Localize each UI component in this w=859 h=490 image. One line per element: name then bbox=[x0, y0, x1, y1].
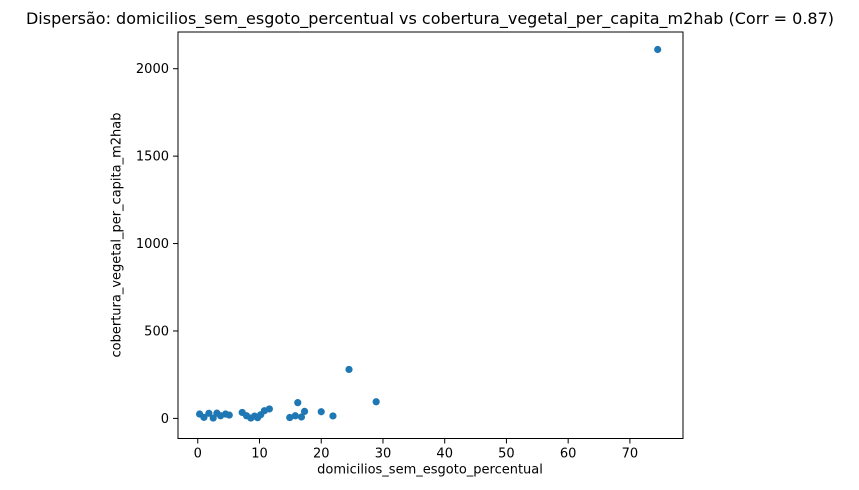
scatter-point bbox=[297, 413, 306, 421]
y-tick-label: 0 bbox=[161, 412, 169, 427]
scatter-point bbox=[200, 413, 208, 421]
scatter-point bbox=[286, 413, 294, 422]
x-tick-label: 60 bbox=[560, 447, 577, 462]
scatter-point bbox=[372, 398, 380, 406]
scatter-point bbox=[654, 45, 662, 54]
scatter-point bbox=[225, 411, 233, 419]
scatter-point bbox=[329, 412, 337, 420]
x-tick-label: 50 bbox=[498, 447, 515, 462]
x-tick-label: 10 bbox=[251, 447, 268, 462]
scatter-point bbox=[291, 412, 299, 420]
x-tick-label: 70 bbox=[622, 447, 639, 462]
x-tick-label: 20 bbox=[313, 447, 330, 462]
scatter-point bbox=[294, 399, 302, 407]
chart-title: Dispersão: domicilios_sem_esgoto_percent… bbox=[25, 9, 835, 28]
scatter-point bbox=[205, 409, 213, 417]
x-tick-label: 0 bbox=[194, 447, 202, 462]
x-tick-label: 30 bbox=[375, 447, 392, 462]
y-tick-label: 1500 bbox=[136, 150, 169, 165]
scatter-point bbox=[300, 407, 309, 415]
plot-frame bbox=[177, 31, 684, 439]
scatter-point bbox=[345, 365, 353, 374]
scatter-point bbox=[317, 408, 325, 416]
y-tick-label: 2000 bbox=[136, 62, 169, 77]
scatter-point bbox=[265, 405, 273, 413]
y-tick-label: 1000 bbox=[136, 237, 169, 252]
y-axis-label: cobertura_vegetal_per_capita_m2hab bbox=[109, 112, 125, 358]
x-axis-label: domicilios_sem_esgoto_percentual bbox=[317, 462, 543, 478]
scatter-point bbox=[209, 414, 217, 422]
y-tick-label: 500 bbox=[144, 324, 169, 339]
x-tick-label: 40 bbox=[436, 447, 453, 462]
